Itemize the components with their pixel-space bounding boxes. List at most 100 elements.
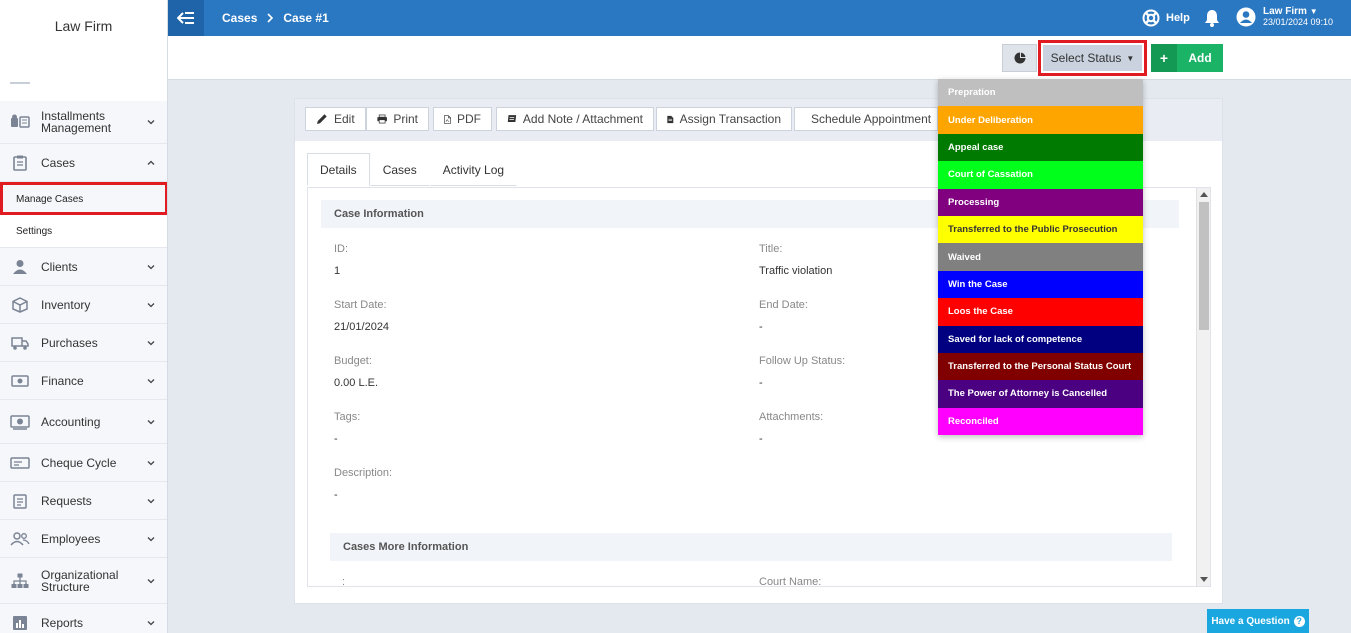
end-date-value: - — [759, 321, 763, 333]
breadcrumb: Cases Case #1 — [222, 11, 329, 25]
chevron-down-icon — [147, 498, 155, 503]
sidebar-subitem-manage-cases[interactable]: Manage Cases — [0, 182, 167, 215]
sidebar-item-cheque-cycle[interactable]: Cheque Cycle — [0, 444, 167, 482]
attachments-label: Attachments: — [759, 411, 824, 423]
plus-icon: + — [1151, 44, 1177, 72]
user-datetime: 23/01/2024 09:10 — [1263, 17, 1334, 27]
sidebar-item-inventory[interactable]: Inventory — [0, 286, 167, 324]
notifications-button[interactable] — [1204, 9, 1220, 30]
edit-button[interactable]: Edit — [305, 107, 366, 131]
chevron-down-icon — [147, 536, 155, 541]
status-option[interactable]: Transferred to the Public Prosecution — [938, 215, 1143, 244]
chevron-down-icon — [147, 264, 155, 269]
start-date-value: 21/01/2024 — [334, 321, 390, 333]
chevron-right-icon — [267, 13, 274, 23]
user-name: Law Firm — [1263, 6, 1307, 17]
sidebar-item-reports[interactable]: Reports — [0, 604, 167, 633]
scrollbar-thumb[interactable] — [1199, 202, 1209, 330]
status-option[interactable]: Prepration — [938, 79, 1143, 107]
status-option[interactable]: Win the Case — [938, 270, 1143, 299]
status-option[interactable]: Processing — [938, 188, 1143, 216]
status-option[interactable]: Reconciled — [938, 407, 1143, 436]
add-note-button[interactable]: Add Note / Attachment — [496, 107, 654, 131]
chevron-down-icon — [147, 419, 155, 424]
status-option[interactable]: Saved for lack of competence — [938, 325, 1143, 353]
assign-transaction-button[interactable]: Assign Transaction — [656, 107, 792, 131]
tags-label: Tags: — [334, 411, 361, 423]
print-button[interactable]: Print — [366, 107, 429, 131]
help-link[interactable]: Help — [1142, 9, 1190, 27]
breadcrumb-cases[interactable]: Cases — [222, 11, 258, 25]
have-a-question-button[interactable]: Have a Question ? — [1207, 609, 1309, 633]
budget-value: 0.00 L.E. — [334, 377, 379, 389]
status-option[interactable]: Loos the Case — [938, 298, 1143, 326]
sidebar-item-purchases[interactable]: Purchases — [0, 324, 167, 362]
purchases-icon — [10, 335, 30, 351]
clients-icon — [10, 259, 30, 275]
sidebar-toggle-button[interactable] — [168, 0, 204, 36]
tab-cases[interactable]: Cases — [369, 153, 430, 186]
brand-logo[interactable]: Law Firm — [54, 17, 113, 34]
chevron-down-icon — [147, 578, 155, 583]
schedule-appointment-button[interactable]: Schedule Appointment — [794, 107, 938, 131]
status-option[interactable]: Appeal case — [938, 133, 1143, 162]
scroll-up-icon[interactable] — [1200, 192, 1208, 197]
scroll-down-icon[interactable] — [1200, 577, 1208, 582]
status-option[interactable]: Waived — [938, 243, 1143, 271]
chevron-down-icon — [147, 620, 155, 625]
sidebar-item-installments[interactable]: Installments Management — [0, 101, 167, 144]
sidebar-item-clients[interactable]: Clients — [0, 248, 167, 286]
employees-icon — [10, 531, 30, 547]
org-structure-icon — [10, 573, 30, 589]
more-info-label: : — [342, 576, 346, 587]
title-label: Title: — [759, 243, 783, 255]
status-option[interactable]: Under Deliberation — [938, 106, 1143, 134]
status-option[interactable]: Transferred to the Personal Status Court — [938, 352, 1143, 381]
follow-up-value: - — [759, 377, 763, 389]
sidebar-item-accounting[interactable]: Accounting — [0, 400, 167, 444]
question-icon: ? — [1293, 615, 1305, 627]
inventory-icon — [10, 296, 30, 313]
tags-value: - — [334, 433, 338, 445]
follow-up-label: Follow Up Status: — [759, 355, 846, 367]
top-bar: Cases Case #1 Help Law Firm ▼ 23/01/2024… — [168, 0, 1351, 36]
tab-activity-log[interactable]: Activity Log — [429, 153, 518, 186]
case-tabs: Details Cases Activity Log — [307, 153, 518, 186]
content-scrollbar[interactable] — [1196, 188, 1210, 586]
user-avatar-icon — [1236, 7, 1256, 27]
select-status-button[interactable]: Select Status ▼ — [1038, 40, 1147, 76]
tab-details[interactable]: Details — [307, 153, 370, 186]
pdf-button[interactable]: PDF — [433, 107, 492, 131]
chevron-down-icon — [147, 460, 155, 465]
chevron-up-icon — [147, 160, 155, 165]
action-bar: Select Status ▼ + Add — [168, 36, 1351, 80]
installments-icon — [10, 114, 30, 130]
status-dropdown-menu: Prepration Under Deliberation Appeal case C… — [938, 79, 1143, 436]
reports-icon — [10, 615, 30, 631]
finance-icon — [10, 373, 30, 389]
requests-icon — [10, 493, 30, 509]
add-button[interactable]: + Add — [1151, 44, 1223, 72]
sidebar-item-org-structure[interactable]: Organizational Structure — [0, 558, 167, 604]
sidebar-item-cases[interactable]: Cases — [0, 144, 167, 182]
lifebuoy-icon — [1142, 9, 1160, 27]
pencil-icon — [317, 114, 327, 124]
start-date-label: Start Date: — [334, 299, 387, 311]
description-label: Description: — [334, 467, 393, 479]
breadcrumb-current: Case #1 — [283, 11, 329, 25]
caret-down-icon: ▼ — [1309, 7, 1318, 16]
status-option[interactable]: Court of Cassation — [938, 161, 1143, 189]
budget-label: Budget: — [334, 355, 372, 367]
sidebar-item-employees[interactable]: Employees — [0, 520, 167, 558]
chevron-down-icon — [147, 378, 155, 383]
document-icon — [667, 115, 674, 123]
collapse-menu-icon — [177, 12, 194, 24]
id-value: 1 — [334, 265, 341, 277]
sidebar-item-requests[interactable]: Requests — [0, 482, 167, 520]
sidebar-item-finance[interactable]: Finance — [0, 362, 167, 400]
sidebar-subitem-settings[interactable]: Settings — [0, 215, 167, 248]
statistics-button[interactable] — [1002, 44, 1037, 72]
sidebar-scroll-remnant — [10, 82, 30, 84]
user-menu[interactable]: Law Firm ▼ 23/01/2024 09:10 — [1236, 6, 1333, 28]
status-option[interactable]: The Power of Attorney is Cancelled — [938, 380, 1143, 408]
